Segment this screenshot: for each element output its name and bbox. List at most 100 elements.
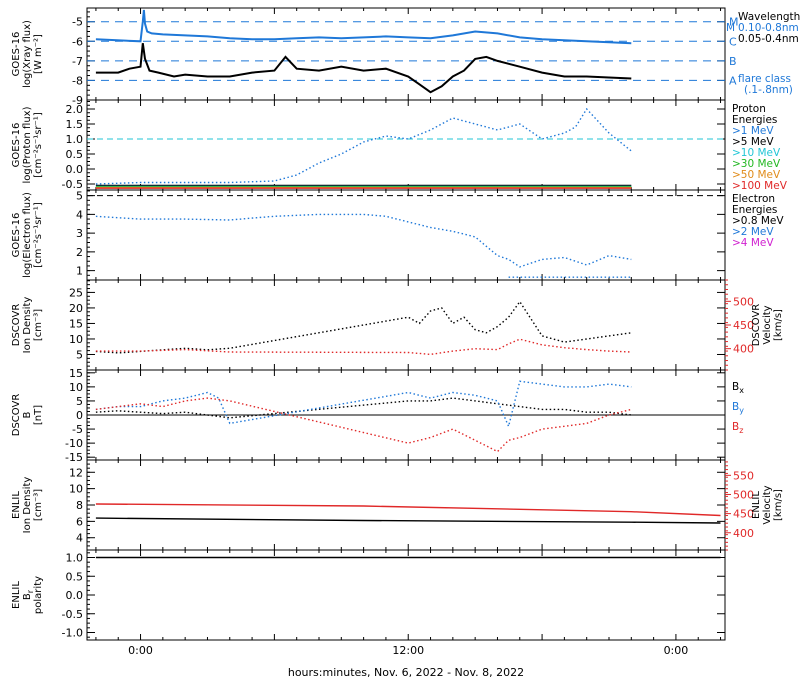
legend-entry: By: [732, 401, 744, 415]
legend-entry: >5 MeV: [732, 136, 774, 148]
legend-entry: >10 MeV: [732, 147, 781, 159]
panel-xray: -9 -8 -7 -6 -5 GOES-16 log(Xray flux) [W m⁻²] MC…: [11, 7, 800, 107]
y2-tick-label: 500: [733, 488, 754, 501]
x-tick-label: 0:00: [664, 644, 689, 657]
y-tick-label: 15: [69, 367, 83, 380]
y-axis-label: ENLIL: [11, 581, 22, 609]
y-axis-label: GOES-16: [11, 123, 22, 168]
y-tick-label: -1.0: [62, 627, 83, 640]
series-By: [95, 380, 632, 429]
y-axis-label: [cm⁻²s⁻¹sr⁻¹]: [33, 202, 44, 268]
y-axis-label: [cm⁻³]: [33, 309, 44, 341]
y-tick-label: -5: [72, 423, 83, 436]
y-axis-label: log(Proton flux): [22, 106, 33, 183]
panel-frame: [86, 7, 726, 101]
y-tick-label: 0.0: [66, 163, 84, 176]
legend-entry: >1 MeV: [732, 125, 774, 137]
legend-entry-sub: x: [739, 386, 744, 395]
y-tick-label: 0.5: [66, 570, 84, 583]
series-Velocity: [95, 338, 632, 356]
y-axis-label: [W m⁻²]: [33, 34, 44, 74]
y-tick-label: -0.5: [62, 608, 83, 621]
panel-frame: [86, 279, 726, 371]
legend-entry: 0.05-0.4nm: [738, 33, 799, 45]
panel-frame: [86, 549, 726, 641]
series-Bz: [95, 397, 632, 453]
y-tick-label: 10: [69, 483, 83, 496]
legend-entry: >0.8 MeV: [732, 215, 784, 227]
y-axis-label: Br: [22, 589, 35, 600]
y-tick-label: -15: [65, 451, 83, 464]
series-Density: [95, 517, 721, 524]
flare-class-label: B: [729, 55, 737, 68]
y-tick-label: -8: [72, 74, 83, 87]
y2-axis-label: DSCOVR: [751, 304, 762, 347]
y-tick-label: 3: [76, 227, 83, 240]
y-axis-label: ENLIL: [11, 491, 22, 519]
legend-title: Energies: [732, 204, 777, 216]
y-tick-label: 4: [76, 208, 83, 221]
y2-axis-label: ENLIL: [751, 491, 762, 519]
flare-class-label: M: [729, 16, 739, 29]
panel-electron: 1 2 3 4 5 GOES-16 log(Electron flux) [cm⁻²s⁻¹sr…: [11, 189, 784, 281]
y2-axis-label: [km/s]: [773, 489, 784, 521]
legend-entry: Bx: [732, 381, 744, 395]
y-axis-label: [cm⁻³]: [33, 489, 44, 521]
series-1MeV: [95, 107, 632, 185]
legend-entry: >50 MeV: [732, 169, 781, 181]
legend-entry: >4 MeV: [732, 237, 774, 249]
y2-tick-label: 550: [733, 469, 754, 482]
y-axis-label: GOES-16: [11, 213, 22, 258]
y-tick-label: 0.0: [66, 589, 84, 602]
y-axis-label: log(Electron flux): [22, 192, 33, 278]
y-axis-label: [nT]: [33, 405, 44, 425]
y-tick-label: 1.0: [66, 133, 84, 146]
y-tick-label: 5: [76, 190, 83, 203]
panel-frame: [86, 189, 726, 281]
y-tick-label: 2: [76, 246, 83, 259]
legend-entry: >100 MeV: [732, 180, 788, 192]
legend-entry: >2 MeV: [732, 226, 774, 238]
y-tick-label: 6: [76, 515, 83, 528]
y-tick-label: 1.5: [66, 118, 84, 131]
series-00504nm: [95, 43, 632, 94]
panel-proton: -0.5 0.0 0.5 1.0 1.5 2.0 GOES-16 log(Proton flu…: [11, 99, 788, 192]
legend-entry-sub: z: [739, 426, 743, 435]
legend-marker: M: [726, 22, 735, 34]
legend-title: Proton: [732, 103, 766, 115]
y-tick-label: 12: [69, 466, 83, 479]
legend-entry: Bz: [732, 421, 743, 435]
y-tick-label: 15: [69, 317, 83, 330]
y-axis-label: polarity: [33, 576, 44, 614]
y-tick-label: -7: [72, 55, 83, 68]
y2-tick-label: 400: [733, 343, 754, 356]
y-tick-label: 8: [76, 499, 83, 512]
y-tick-label: 4: [76, 532, 83, 545]
y-axis-label: DSCOVR: [11, 394, 22, 437]
y-axis-label: DSCOVR: [11, 304, 22, 347]
y-axis-label: Ion Density: [22, 477, 33, 534]
y-tick-label: -0.5: [62, 178, 83, 191]
y2-axis-label: Velocity: [762, 305, 773, 344]
legend-entry-sub: y: [739, 406, 744, 415]
legend-note: (.1-.8nm): [744, 84, 793, 96]
y-tick-label: 0.5: [66, 148, 84, 161]
y-tick-label: -6: [72, 35, 83, 48]
legend-title: Energies: [732, 114, 777, 126]
y-tick-label: 5: [76, 348, 83, 361]
y-axis-label: log(Xray flux): [22, 20, 33, 88]
y2-tick-label: 500: [733, 295, 754, 308]
series-Density: [95, 300, 632, 354]
y-axis-label-sub: r: [26, 589, 35, 593]
y-tick-label: -9: [72, 94, 83, 107]
y-tick-label: 10: [69, 333, 83, 346]
y2-tick-label: 450: [733, 319, 754, 332]
